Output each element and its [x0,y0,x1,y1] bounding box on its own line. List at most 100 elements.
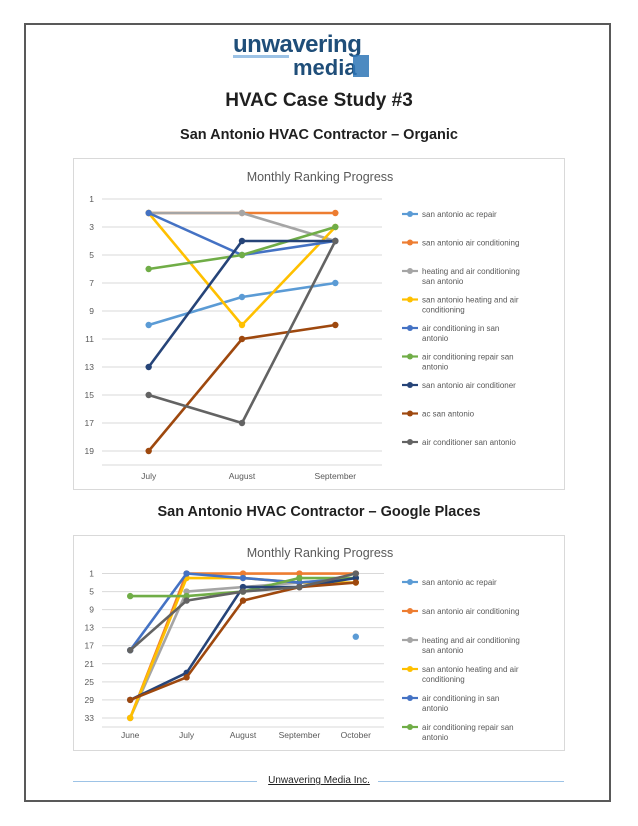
page-border [24,23,611,802]
organic-data-point-san-antonio-air-conditioning [332,209,339,217]
places-legend-label-air-conditioning-repair-san-antonio: air conditioning repair san antonio [422,723,514,742]
places-legend-label-air-conditioning-in-san-antonio: air conditioning in san antonio [422,694,499,713]
organic-data-point-san-antonio-air-conditioner [238,237,246,245]
section-title-google-places: San Antonio HVAC Contractor – Google Pla… [157,504,481,520]
places-data-point-ac-san-antonio [239,597,247,604]
places-data-point-air-conditioner-san-antonio [239,588,247,595]
places-y-tick-label: 9 [89,605,94,615]
google-places-ranking-chart: Monthly Ranking Progress 1 5 9 13 17 21 25 29 33 J… [73,535,565,751]
organic-chart-svg: Monthly Ranking Progress135791113151719J… [85,170,520,481]
organic-ranking-chart: Monthly Ranking Progress 1 3 5 7 9 11 13 15 17 19 J… [73,158,565,490]
organic-legend-label-san-antonio-air-conditioning: san antonio air conditioning [422,239,519,248]
places-legend-label-san-antonio-heating-and-air-conditioning: san antonio heating and air conditioning [422,665,519,684]
places-x-tick-label: September [279,730,321,740]
places-data-point-san-antonio-air-conditioner [239,583,247,591]
places-y-tick-label: 21 [85,659,95,669]
organic-y-tick-label: 11 [85,334,94,344]
places-legend-marker-san-antonio-ac-repair [407,579,413,585]
places-chart-title: Monthly Ranking Progress [247,546,394,560]
places-data-point-air-conditioner-san-antonio [296,583,303,591]
svg-text:media: media [293,55,357,80]
places-y-tick-label: 13 [85,623,95,633]
places-legend-marker-air-conditioning-in-san-antonio [407,695,413,701]
places-x-tick-label: June [121,730,140,740]
places-data-point-air-conditioning-in-san-antonio [239,574,247,582]
organic-data-point-san-antonio-air-conditioner [145,363,152,371]
organic-data-point-air-conditioner-san-antonio [238,419,246,427]
organic-data-point-air-conditioner-san-antonio [145,391,152,399]
organic-data-point-san-antonio-ac-repair [145,321,152,329]
organic-data-point-san-antonio-ac-repair [238,293,246,301]
places-data-point-san-antonio-air-conditioning [239,570,247,577]
organic-legend-label-air-conditioning-repair-san-antonio: air conditioning repair san antonio [422,353,514,372]
places-legend-label-san-antonio-ac-repair: san antonio ac repair [422,578,497,587]
organic-y-tick-label: 5 [89,250,94,260]
organic-legend-label-heating-and-air-conditioning-san-antonio: heating and air conditioning san antonio [422,267,520,286]
organic-data-point-ac-san-antonio [332,321,339,329]
places-y-tick-label: 1 [89,569,94,579]
organic-y-tick-label: 19 [85,446,95,456]
places-data-point-air-conditioning-repair-san-antonio [127,592,134,600]
organic-legend-label-air-conditioning-in-san-antonio: air conditioning in san antonio [422,324,499,343]
places-y-tick-label: 5 [89,587,94,597]
places-data-point-san-antonio-air-conditioner [352,574,359,582]
organic-series-line-san-antonio-heating-and-air-conditioning [147,212,337,327]
page-title: HVAC Case Study #3 [225,90,413,111]
organic-legend-label-air-conditioner-san-antonio: air conditioner san antonio [422,438,516,447]
organic-data-point-ac-san-antonio [238,335,246,343]
places-legend-marker-san-antonio-heating-and-air-conditioning [407,666,413,672]
places-x-tick-label: July [179,730,195,740]
organic-series-line-air-conditioner-san-antonio [148,240,337,425]
places-data-point-air-conditioner-san-antonio [352,570,359,577]
places-data-point-air-conditioning-repair-san-antonio [296,574,303,582]
organic-series-line-san-antonio-ac-repair [148,281,336,327]
organic-legend-marker-san-antonio-air-conditioning [407,239,413,246]
places-data-point-air-conditioner-san-antonio [127,647,134,654]
organic-y-tick-label: 7 [89,278,94,288]
organic-data-point-heating-and-air-conditioning-san-antonio [238,209,246,217]
places-data-point-air-conditioning-repair-san-antonio [183,592,190,600]
places-y-tick-label: 33 [85,713,95,723]
organic-legend-marker-air-conditioner-san-antonio [407,439,413,445]
organic-legend-label-san-antonio-heating-and-air-conditioning: san antonio heating and air conditioning [422,296,519,315]
organic-y-tick-label: 3 [89,222,94,232]
places-legend-label-san-antonio-air-conditioning: san antonio air conditioning [422,607,519,616]
places-legend-marker-san-antonio-air-conditioning [407,608,413,614]
places-y-tick-label: 17 [85,641,95,651]
places-data-point-air-conditioning-in-san-antonio [183,570,190,577]
organic-x-tick-label: August [229,471,256,481]
organic-data-point-air-conditioning-repair-san-antonio [145,265,152,273]
footer-divider-left [73,781,257,782]
places-data-point-air-conditioning-in-san-antonio [296,579,303,586]
places-legend-marker-air-conditioning-repair-san-antonio [407,724,413,730]
organic-series-line-air-conditioning-in-san-antonio [148,211,336,257]
organic-data-point-air-conditioning-repair-san-antonio [332,223,339,231]
footer-company-name: Unwavering Media Inc. [268,775,370,786]
places-x-tick-label: August [230,730,257,740]
organic-y-tick-label: 17 [85,418,95,428]
organic-data-point-air-conditioning-in-san-antonio [145,209,152,217]
organic-data-point-san-antonio-ac-repair [332,279,339,287]
organic-legend-marker-san-antonio-air-conditioner [407,382,413,388]
places-data-point-san-antonio-ac-repair [352,633,359,640]
places-y-tick-label: 25 [85,677,95,687]
organic-legend-marker-heating-and-air-conditioning-san-antonio [407,268,413,274]
organic-legend-marker-san-antonio-heating-and-air-conditioning [407,296,413,303]
organic-series-line-ac-san-antonio [147,323,336,452]
places-data-point-heating-and-air-conditioning-san-antonio [183,588,190,595]
organic-data-point-san-antonio-heating-and-air-conditioning [238,321,246,329]
places-x-tick-label: October [341,730,371,740]
places-data-point-ac-san-antonio [352,579,359,586]
places-legend-label-heating-and-air-conditioning-san-antonio: heating and air conditioning san antonio [422,636,520,655]
unwavering-media-logo: unwavering media [233,31,405,80]
organic-x-tick-label: September [315,471,357,481]
svg-text:unwavering: unwavering [233,31,361,58]
google-places-chart-svg: Monthly Ranking Progress 1 5 9 13 17 21 25 29 33 J… [85,546,520,742]
places-data-point-air-conditioner-san-antonio [183,597,190,604]
organic-legend-marker-ac-san-antonio [407,410,413,417]
organic-y-tick-label: 13 [85,362,95,372]
organic-legend-marker-air-conditioning-repair-san-antonio [407,353,413,360]
places-data-point-ac-san-antonio [183,674,190,681]
footer-divider-right [378,781,564,782]
section-title-organic: San Antonio HVAC Contractor – Organic [180,127,458,143]
